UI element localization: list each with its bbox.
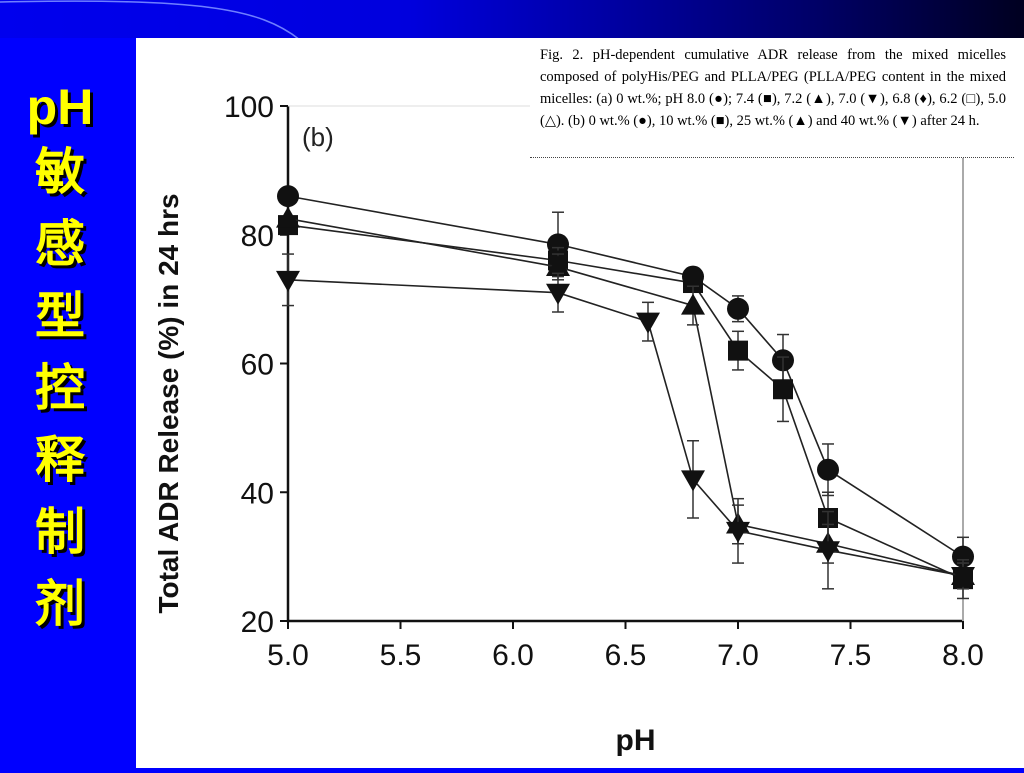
slide-title-char: 敏: [35, 143, 85, 201]
data-point-square: [683, 273, 703, 294]
slide-title-char: 剂: [35, 575, 85, 633]
data-point-circle: [547, 233, 569, 256]
slide-title: pH 敏 感 型 控 释 制 剂: [10, 78, 110, 640]
y-tick-label: 60: [241, 349, 274, 382]
y-tick-label: 100: [224, 91, 274, 124]
panel-label: (b): [302, 122, 334, 152]
figure-caption: Fig. 2. pH-dependent cumulative ADR rele…: [530, 42, 1014, 158]
data-point-square: [773, 379, 793, 400]
series-line: [287, 217, 964, 577]
data-point-triangle-down: [951, 566, 975, 588]
x-tick-label: 7.0: [717, 639, 759, 672]
data-point-triangle-down: [681, 470, 705, 492]
data-point-circle: [277, 185, 299, 208]
top-band: [0, 0, 1024, 38]
data-point-triangle-down: [636, 312, 660, 334]
data-point-circle: [952, 545, 974, 568]
y-tick-label: 80: [241, 220, 274, 253]
data-point-triangle-down: [816, 541, 840, 563]
data-point-triangle-down: [276, 270, 300, 292]
y-axis-label: Total ADR Release (%) in 24 hrs: [153, 193, 184, 613]
slide-title-char: 控: [35, 359, 85, 417]
data-point-triangle-down: [546, 283, 570, 305]
slide-title-latin: pH: [26, 79, 94, 135]
x-tick-label: 6.5: [605, 639, 647, 672]
series-line: [287, 279, 964, 577]
x-axis-label: pH: [616, 724, 656, 757]
figure-panel: (b) pH Total ADR Release (%) in 24 hrs 2…: [136, 38, 1024, 768]
x-tick-label: 8.0: [942, 639, 984, 672]
x-tick-label: 6.0: [492, 639, 534, 672]
slide-title-char: 制: [35, 503, 85, 561]
x-tick-label: 7.5: [830, 639, 872, 672]
data-point-circle: [727, 297, 749, 320]
release-chart: (b) pH Total ADR Release (%) in 24 hrs 2…: [153, 91, 984, 757]
data-point-triangle-up: [276, 206, 300, 228]
slide-title-char: 感: [35, 215, 85, 273]
axis-frame: [286, 106, 963, 623]
slide-title-char: 释: [35, 431, 85, 489]
data-point-triangle-up: [681, 293, 705, 315]
decorative-curve: [0, 0, 301, 40]
data-point-circle: [817, 458, 839, 481]
x-tick-label: 5.5: [380, 639, 422, 672]
y-tick-label: 40: [241, 477, 274, 510]
data-point-triangle-up: [546, 254, 570, 276]
data-point-triangle-down: [726, 521, 750, 543]
x-tick-label: 5.0: [267, 639, 309, 672]
slide-title-char: 型: [35, 287, 85, 345]
y-tick-label: 20: [241, 606, 274, 639]
series-line: [287, 195, 964, 558]
series-line: [287, 224, 964, 580]
data-point-square: [728, 340, 748, 361]
